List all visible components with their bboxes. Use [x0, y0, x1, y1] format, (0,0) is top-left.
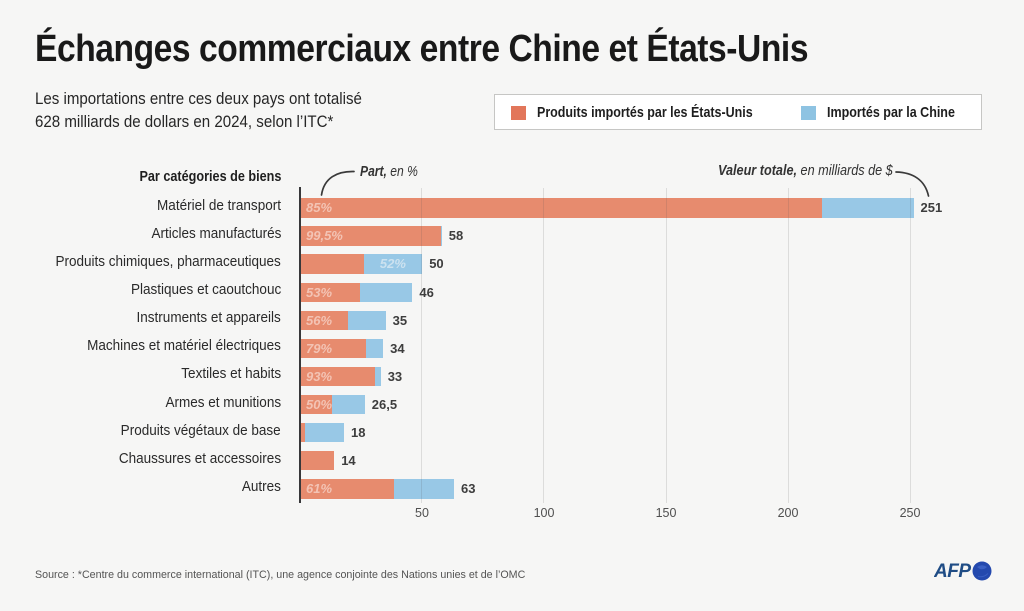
svg-text:AFP: AFP — [934, 561, 971, 582]
